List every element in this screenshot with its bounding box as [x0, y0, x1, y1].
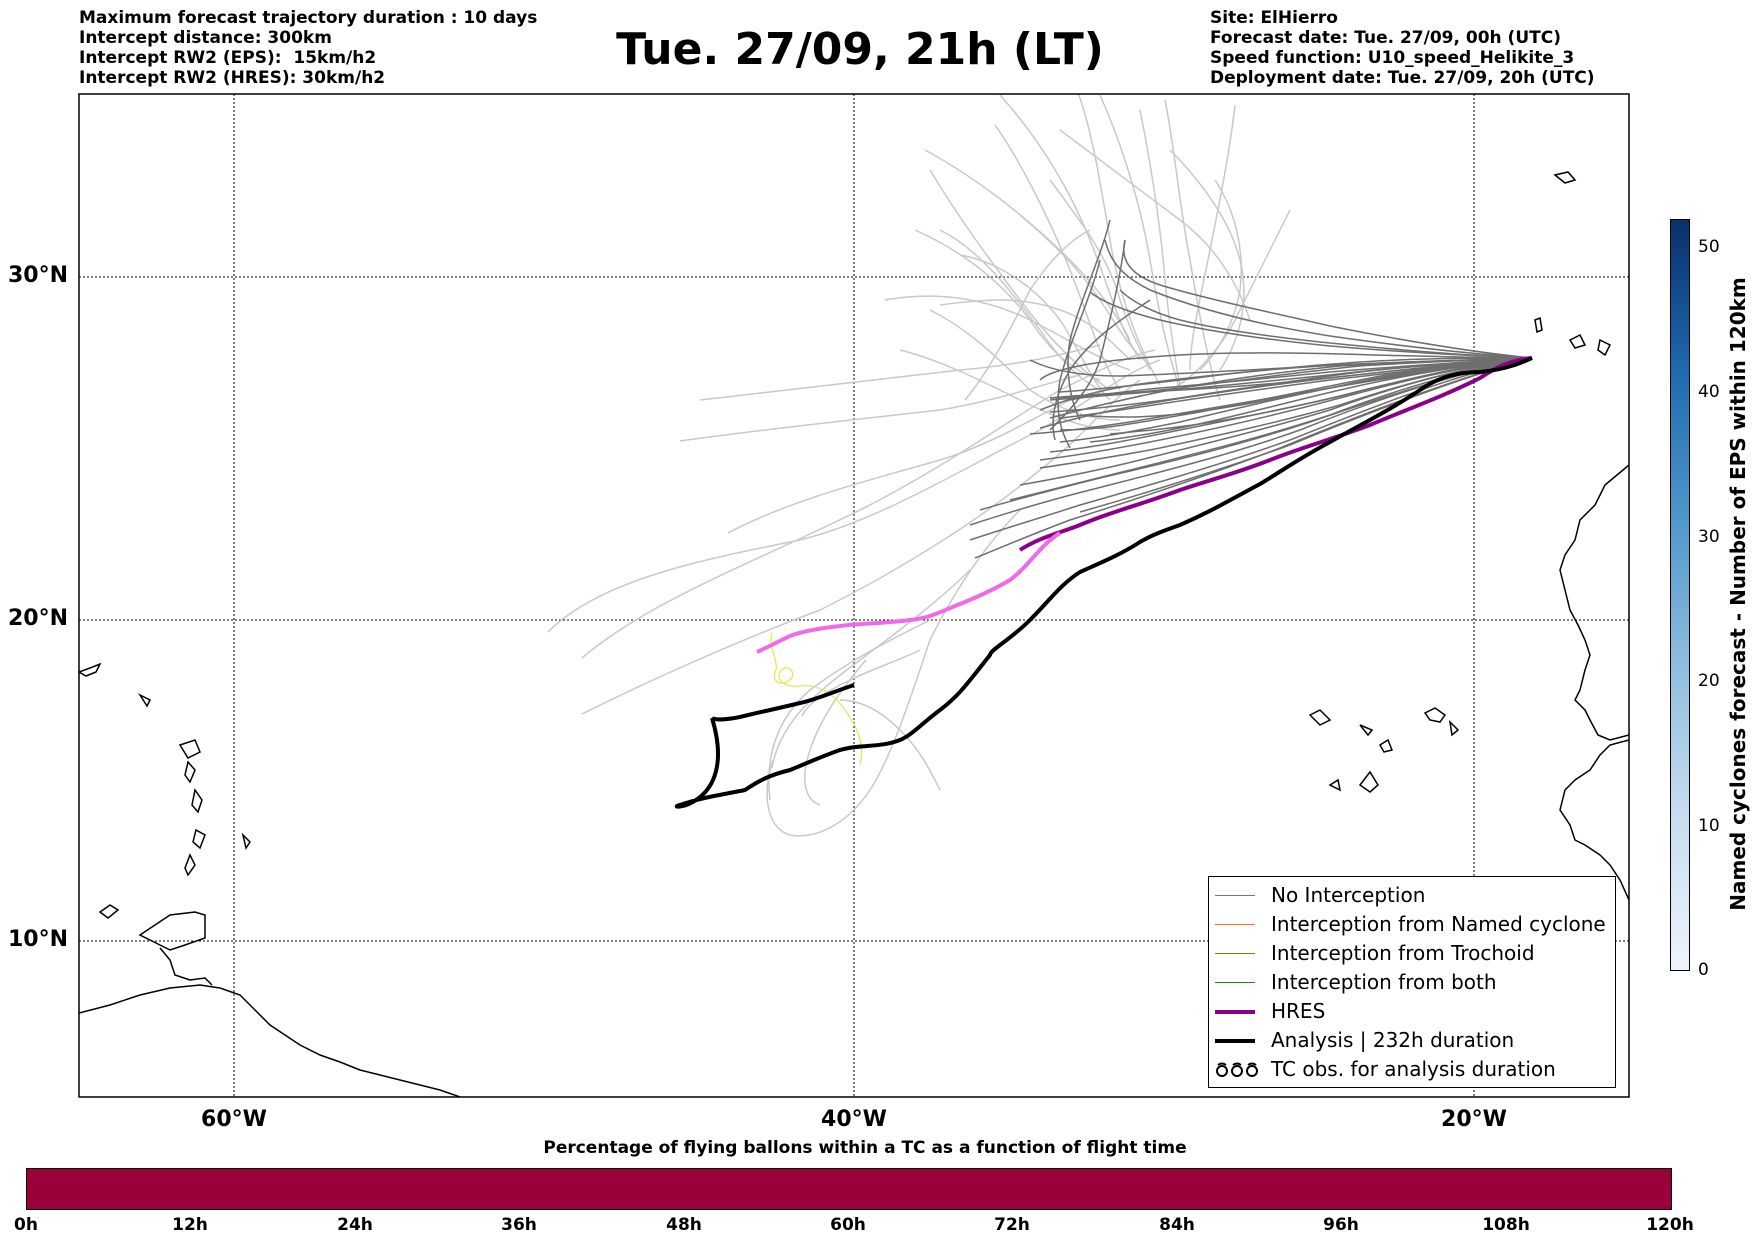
legend-label: Interception from Named cyclone: [1271, 912, 1606, 936]
colorbar-tick: 30: [1698, 527, 1720, 547]
legend-swatch-analysis: [1215, 1039, 1255, 1043]
lon-label-20w: 20°W: [1441, 1107, 1507, 1132]
eps-trajectories-light: [547, 94, 1291, 837]
header-right-line: Site: ElHierro: [1210, 8, 1338, 28]
flight-time-tick: 108h: [1482, 1215, 1530, 1235]
lat-label-10n: 10°N: [8, 927, 69, 952]
legend-item: Analysis | 232h duration: [1209, 1026, 1615, 1055]
legend-item: Interception from both: [1209, 968, 1615, 997]
lat-label-30n: 30°N: [8, 263, 69, 288]
map-border: [78, 93, 1630, 1098]
map-gridlines: [79, 94, 1629, 1097]
legend-item: Interception from Named cyclone: [1209, 910, 1615, 939]
legend-swatch-hres: [1215, 1010, 1255, 1014]
flight-time-tick: 72h: [994, 1215, 1030, 1235]
header-left-line: Intercept distance: 300km: [79, 28, 332, 48]
header-left-line: Maximum forecast trajectory duration : 1…: [79, 8, 538, 28]
legend-label: No Interception: [1271, 883, 1426, 907]
legend-label: TC obs. for analysis duration: [1271, 1057, 1556, 1081]
header-left-line: Intercept RW2 (EPS): 15km/h2: [79, 48, 377, 68]
legend-item: TC obs. for analysis duration: [1209, 1055, 1615, 1084]
page-title: Tue. 27/09, 21h (LT): [616, 24, 1104, 75]
flight-time-colorbar-title: Percentage of flying ballons within a TC…: [543, 1138, 1187, 1158]
legend-swatch-named-cyclone: [1215, 924, 1255, 925]
flight-time-tick: 0h: [14, 1215, 38, 1235]
header-right-line: Deployment date: Tue. 27/09, 20h (UTC): [1210, 68, 1595, 88]
legend-label: Analysis | 232h duration: [1271, 1028, 1515, 1052]
flight-time-tick: 48h: [666, 1215, 702, 1235]
flight-time-tick: 36h: [501, 1215, 537, 1235]
colorbar-label: Named cyclones forecast - Number of EPS …: [1726, 277, 1750, 911]
cyclone-count-colorbar: [1670, 219, 1690, 971]
header-left-info: Maximum forecast trajectory duration : 1…: [79, 8, 537, 88]
flight-time-tick: 84h: [1159, 1215, 1195, 1235]
colorbar-tick: 0: [1698, 960, 1709, 980]
legend-swatch-both: [1215, 982, 1255, 983]
legend-swatch-trochoid: [1215, 953, 1255, 954]
trochoid-track: [770, 632, 863, 766]
header-left-line: Intercept RW2 (HRES): 30km/h2: [79, 68, 386, 88]
legend-item: No Interception: [1209, 881, 1615, 910]
header-right-line: Forecast date: Tue. 27/09, 00h (UTC): [1210, 28, 1561, 48]
colorbar-tick: 40: [1698, 382, 1720, 402]
legend-label: HRES: [1271, 999, 1326, 1023]
legend-item: Interception from Trochoid: [1209, 939, 1615, 968]
flight-time-tick: 12h: [172, 1215, 208, 1235]
coastlines: [79, 171, 1629, 1097]
colorbar-tick: 50: [1698, 237, 1720, 257]
legend-label: Interception from Trochoid: [1271, 941, 1535, 965]
colorbar-tick: 10: [1698, 816, 1720, 836]
colorbar-tick: 20: [1698, 671, 1720, 691]
eps-trajectories-no-interception: [969, 219, 1533, 559]
legend-item: HRES: [1209, 997, 1615, 1026]
flight-time-tick: 120h: [1646, 1215, 1694, 1235]
lon-label-60w: 60°W: [201, 1107, 267, 1132]
legend-label: Interception from both: [1271, 970, 1497, 994]
header-right-line: Speed function: U10_speed_Helikite_3: [1210, 48, 1575, 68]
flight-time-tick: 24h: [337, 1215, 373, 1235]
flight-time-colorbar: [26, 1168, 1672, 1210]
map-legend: No Interception Interception from Named …: [1208, 876, 1616, 1088]
hres-trajectory: [1018, 356, 1533, 552]
flight-time-tick: 96h: [1323, 1215, 1359, 1235]
legend-swatch-no-interception: [1215, 895, 1255, 896]
analysis-trajectory-end: [710, 683, 855, 722]
header-right-info: Site: ElHierro Forecast date: Tue. 27/09…: [1210, 8, 1595, 88]
lat-label-20n: 20°N: [8, 606, 69, 631]
lon-label-40w: 40°W: [821, 1107, 887, 1132]
analysis-trajectory: [674, 356, 1533, 809]
flight-time-tick: 60h: [830, 1215, 866, 1235]
hres-trajectory-late: [756, 531, 1062, 654]
cyclone-symbol-icon: [1216, 1062, 1258, 1077]
